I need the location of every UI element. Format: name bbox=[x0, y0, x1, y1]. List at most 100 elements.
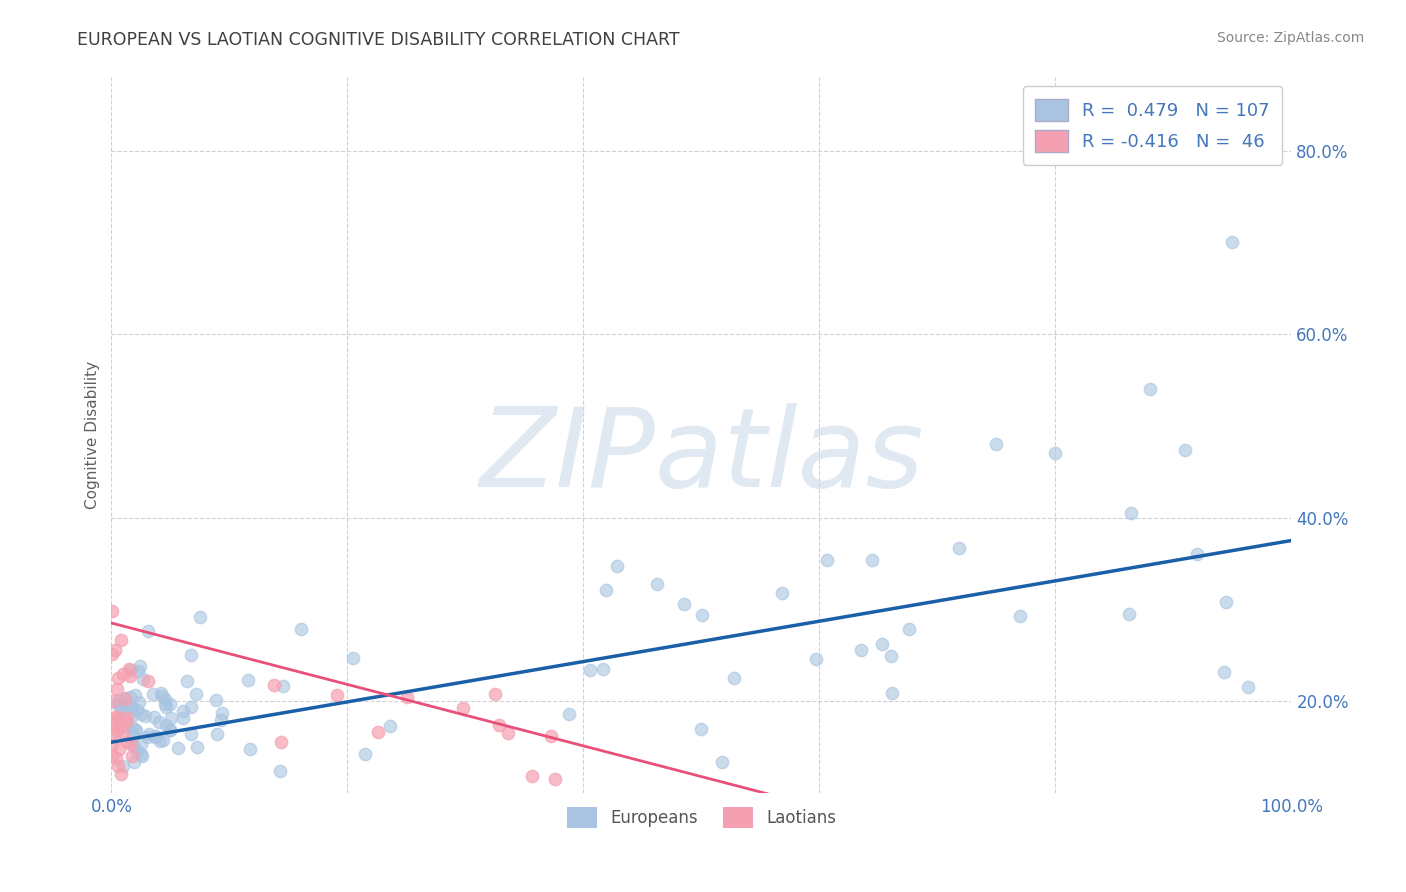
Point bbox=[263, 677, 285, 691]
Point bbox=[270, 734, 292, 748]
Text: EUROPEAN VS LAOTIAN COGNITIVE DISABILITY CORRELATION CHART: EUROPEAN VS LAOTIAN COGNITIVE DISABILITY… bbox=[77, 31, 681, 49]
Point bbox=[159, 697, 181, 711]
Point bbox=[1237, 680, 1260, 694]
Point bbox=[484, 687, 506, 701]
Point bbox=[122, 708, 145, 723]
Point bbox=[1222, 235, 1244, 250]
Point bbox=[180, 727, 202, 741]
Point bbox=[108, 717, 131, 731]
Point bbox=[107, 682, 129, 697]
Point bbox=[108, 698, 131, 712]
Point bbox=[378, 719, 401, 733]
Point bbox=[180, 700, 202, 714]
Point bbox=[143, 730, 166, 744]
Point bbox=[107, 709, 129, 723]
Point bbox=[496, 726, 519, 740]
Point bbox=[127, 703, 149, 717]
Point bbox=[142, 710, 165, 724]
Point bbox=[107, 672, 129, 686]
Point bbox=[690, 722, 713, 736]
Point bbox=[273, 679, 295, 693]
Point bbox=[207, 727, 229, 741]
Point bbox=[128, 695, 150, 709]
Point bbox=[121, 738, 143, 752]
Point bbox=[149, 733, 172, 747]
Point bbox=[114, 692, 136, 706]
Point bbox=[804, 652, 827, 666]
Point bbox=[124, 723, 146, 738]
Point bbox=[107, 758, 129, 772]
Point bbox=[114, 691, 136, 706]
Point bbox=[488, 718, 510, 732]
Point bbox=[122, 755, 145, 769]
Point bbox=[457, 813, 479, 827]
Point bbox=[105, 712, 128, 726]
Point bbox=[367, 725, 389, 739]
Point bbox=[150, 689, 173, 703]
Point bbox=[897, 622, 920, 636]
Point bbox=[167, 741, 190, 756]
Point bbox=[1139, 382, 1161, 396]
Point bbox=[129, 747, 152, 761]
Point bbox=[849, 643, 872, 657]
Point bbox=[520, 768, 543, 782]
Point bbox=[595, 583, 617, 598]
Point bbox=[592, 662, 614, 676]
Point bbox=[118, 661, 141, 675]
Point bbox=[451, 700, 474, 714]
Point bbox=[238, 673, 260, 687]
Point bbox=[105, 697, 128, 711]
Point bbox=[238, 741, 260, 756]
Point bbox=[138, 727, 160, 741]
Point bbox=[148, 714, 170, 729]
Point bbox=[1119, 506, 1142, 520]
Point bbox=[101, 694, 124, 708]
Point bbox=[860, 553, 883, 567]
Point bbox=[1008, 609, 1031, 624]
Point bbox=[770, 586, 793, 600]
Text: Source: ZipAtlas.com: Source: ZipAtlas.com bbox=[1216, 31, 1364, 45]
Point bbox=[121, 700, 143, 714]
Point bbox=[120, 690, 142, 705]
Point bbox=[101, 604, 124, 618]
Point bbox=[114, 720, 136, 734]
Point bbox=[211, 706, 233, 720]
Point bbox=[104, 643, 127, 657]
Point bbox=[269, 764, 291, 779]
Point bbox=[129, 707, 152, 722]
Point bbox=[172, 711, 194, 725]
Point bbox=[326, 688, 349, 702]
Point bbox=[129, 737, 152, 751]
Text: ZIPatlas: ZIPatlas bbox=[479, 403, 924, 510]
Point bbox=[1213, 665, 1236, 679]
Point bbox=[155, 717, 177, 731]
Point bbox=[176, 674, 198, 689]
Legend: Europeans, Laotians: Europeans, Laotians bbox=[560, 801, 842, 834]
Point bbox=[121, 749, 143, 764]
Point bbox=[186, 739, 208, 754]
Point bbox=[121, 719, 143, 733]
Point bbox=[112, 666, 135, 681]
Point bbox=[122, 739, 145, 753]
Point bbox=[544, 772, 567, 786]
Point bbox=[110, 633, 132, 648]
Point bbox=[342, 651, 364, 665]
Point bbox=[673, 597, 696, 611]
Point bbox=[986, 437, 1008, 451]
Point bbox=[125, 744, 148, 758]
Point bbox=[1045, 446, 1067, 460]
Point bbox=[396, 690, 419, 704]
Point bbox=[136, 731, 159, 745]
Point bbox=[172, 704, 194, 718]
Point bbox=[111, 725, 134, 739]
Point bbox=[101, 647, 124, 661]
Point bbox=[121, 729, 143, 743]
Point bbox=[815, 552, 838, 566]
Point bbox=[134, 708, 156, 723]
Point bbox=[558, 707, 581, 722]
Point bbox=[710, 755, 733, 769]
Point bbox=[155, 698, 177, 712]
Point bbox=[127, 664, 149, 678]
Point bbox=[111, 700, 134, 714]
Point bbox=[658, 822, 681, 837]
